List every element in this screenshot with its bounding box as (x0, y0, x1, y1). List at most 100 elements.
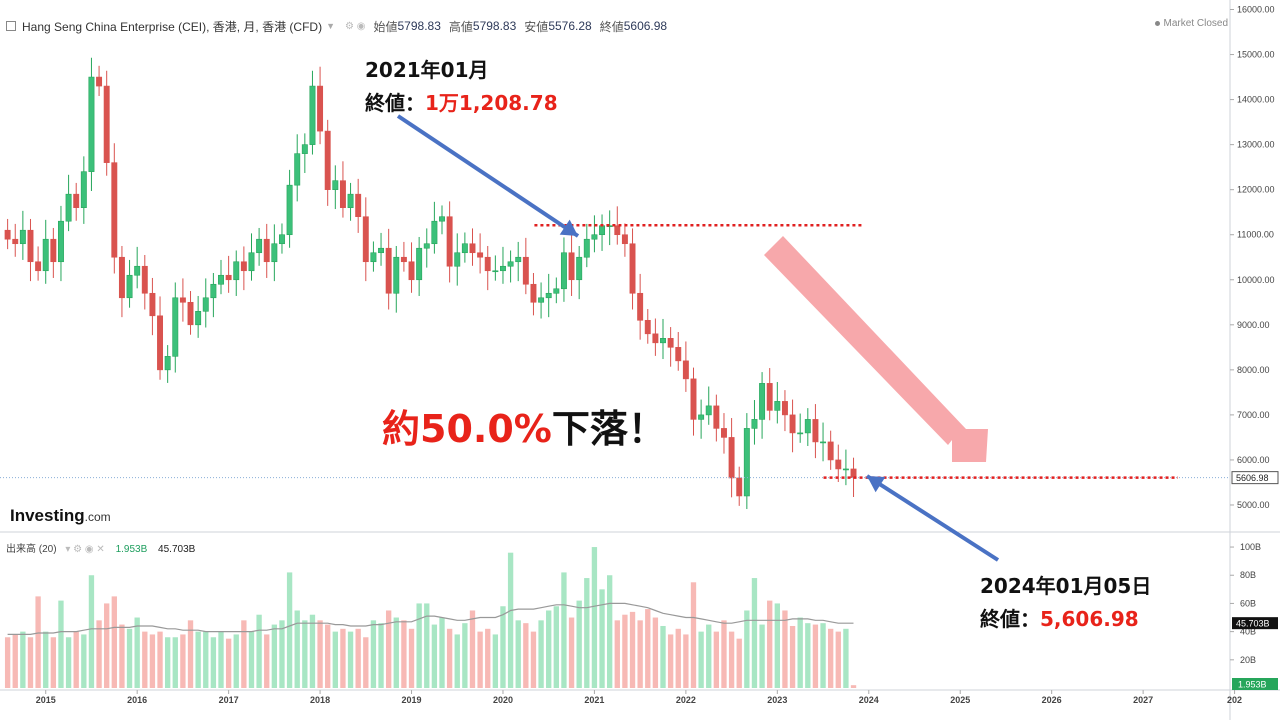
collapse-icon[interactable] (6, 21, 16, 31)
volume-bar (393, 617, 399, 688)
high-value: 5798.83 (472, 19, 517, 33)
volume-bar (233, 634, 239, 688)
candle-body (530, 283, 537, 303)
volume-bar (20, 631, 26, 688)
volume-bar (660, 625, 666, 688)
candle-body (393, 256, 400, 294)
volume-bar (454, 634, 460, 688)
drop-callout: 約50.0%下落！ (382, 398, 666, 453)
volume-bar (614, 620, 620, 688)
volume-bar (637, 620, 643, 688)
candle-body (339, 180, 346, 208)
dropdown-caret-icon[interactable]: ▼ (326, 21, 336, 31)
volume-bar (538, 620, 544, 688)
volume-bar (347, 631, 354, 688)
candle-body (50, 238, 57, 263)
candle-body (35, 261, 42, 272)
volume-bar (370, 620, 377, 688)
candle-body (591, 234, 598, 240)
candle-body (423, 243, 430, 249)
candle-body (271, 243, 278, 263)
volume-bar (27, 637, 34, 688)
time-tick-label: 2024 (859, 695, 879, 705)
candle-body (400, 256, 407, 263)
candle-body (538, 297, 545, 303)
candle-body (812, 419, 819, 443)
candle-body (362, 216, 369, 263)
volume-bar (256, 614, 262, 688)
volume-bar (523, 623, 529, 688)
price-tick-label: 15000.00 (1237, 50, 1275, 60)
volume-bar (629, 611, 636, 688)
candle-body (751, 419, 758, 429)
candle-body (218, 274, 224, 285)
candle-body (408, 261, 415, 281)
candle-body (225, 274, 232, 281)
volume-bar (568, 617, 575, 688)
candle-body (835, 459, 842, 470)
volume-bar (492, 634, 499, 688)
candle-body (301, 144, 308, 154)
candle-body (515, 256, 522, 263)
candle-body (103, 85, 110, 163)
candle-body (195, 310, 202, 326)
candle-body (111, 162, 118, 258)
trend-arrow (764, 236, 988, 462)
price-tick-label: 8000.00 (1237, 365, 1270, 375)
candle-body (141, 265, 148, 294)
volume-bar (172, 637, 178, 688)
candle-body (553, 288, 560, 294)
volume-bar (561, 572, 567, 688)
time-tick-label: 2022 (676, 695, 696, 705)
volume-bar (355, 628, 361, 688)
price-tick-label: 11000.00 (1237, 230, 1274, 240)
candle-body (286, 184, 293, 236)
volume-bar (850, 685, 857, 688)
start-arrow-head (559, 219, 578, 236)
candle-body (827, 441, 834, 461)
candle-body (576, 256, 583, 281)
candle-body (721, 428, 727, 438)
candle-body (728, 437, 735, 479)
annotation-start-date: 2021年01月 (365, 58, 489, 82)
candle-body (682, 360, 689, 380)
volume-bar (652, 617, 659, 688)
candle-body (568, 252, 575, 281)
candle-body (507, 261, 514, 267)
price-tick-label: 6000.00 (1237, 455, 1270, 465)
candle-body (118, 256, 125, 299)
annotation-start: 2021年01月 終値：1万1,208.78 (365, 54, 558, 116)
volume-bar (835, 631, 841, 688)
volume-bar (35, 596, 41, 688)
candle-body (240, 261, 247, 272)
time-tick-label: 2027 (1133, 695, 1153, 705)
annotation-start-close-value: 1万1,208.78 (425, 91, 558, 115)
volume-bar (65, 637, 72, 688)
volume-bar (111, 596, 117, 688)
candle-body (599, 225, 606, 236)
close-value: 5606.98 (623, 19, 668, 33)
candle-body (248, 252, 255, 272)
time-tick-label: 2019 (402, 695, 422, 705)
candle-body (461, 243, 468, 254)
close-label: 終値 (599, 19, 624, 34)
time-tick-label: 2021 (584, 695, 604, 705)
time-tick-label: 2020 (493, 695, 513, 705)
volume-settings-icons[interactable]: ▾ ⚙ ◉ ✕ (65, 544, 105, 555)
volume-bar (546, 610, 552, 688)
volume-ma-value: 45.703B (158, 544, 196, 555)
volume-bar (142, 631, 148, 688)
candle-body (172, 297, 179, 357)
candle-body (179, 297, 186, 303)
volume-bar (828, 628, 834, 688)
volume-bar (309, 614, 316, 688)
volume-bar (88, 575, 95, 688)
settings-toggle-icons[interactable]: ⚙ ◉ (345, 20, 366, 32)
annotation-end-date: 2024年01月05日 (980, 574, 1152, 598)
volume-bar (264, 634, 270, 688)
candle-body (416, 247, 423, 281)
annotation-start-close-label: 終値： (365, 91, 425, 115)
candle-body (80, 171, 87, 208)
volume-bar (218, 631, 224, 688)
volume-bar (73, 631, 79, 688)
